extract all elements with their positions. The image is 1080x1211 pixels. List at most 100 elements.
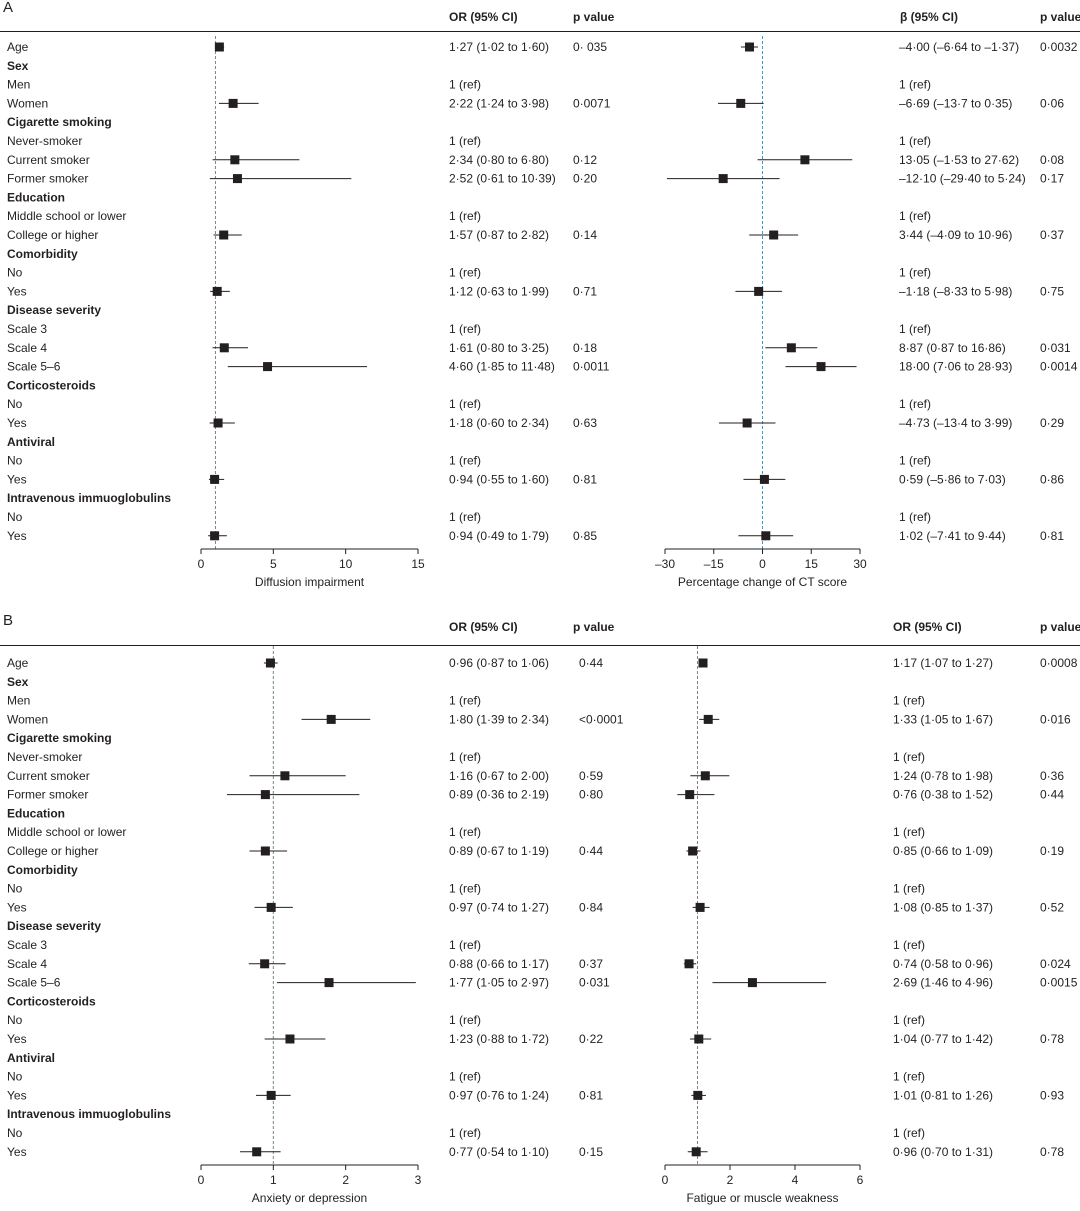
left-estimate-text: 0·89 (0·36 to 2·19) [449, 788, 549, 802]
left-axis-title: Diffusion impairment [255, 575, 365, 589]
right-estimate-text: 1·17 (1·07 to 1·27) [893, 656, 993, 670]
right-estimate-text: –4·00 (–6·64 to –1·37) [899, 40, 1019, 54]
right-p-value: 0·78 [1040, 1032, 1064, 1046]
row-label: Yes [7, 284, 27, 298]
header-left-p: p value [573, 10, 615, 24]
left-p-value: 0·63 [573, 416, 597, 430]
forest-plot-b: Age 0·96 (0·87 to 1·06) 0·44 1·17 (1·07 to … [7, 646, 1078, 1205]
right-estimate-text: 1·33 (1·05 to 1·67) [893, 712, 993, 726]
tick-label: 0 [759, 557, 766, 571]
point-estimate [761, 531, 771, 541]
right-estimate-text: 0·96 (0·70 to 1·31) [893, 1145, 993, 1159]
point-estimate [210, 474, 220, 484]
point-estimate [747, 978, 757, 988]
group-heading: Comorbidity [7, 247, 78, 261]
left-p-value: 0·20 [573, 172, 597, 186]
point-estimate [688, 846, 698, 856]
left-estimate-text: 1 (ref) [449, 78, 481, 92]
point-estimate [260, 959, 270, 969]
right-estimate-text: 0·85 (0·66 to 1·09) [893, 844, 993, 858]
left-estimate-text: 0·96 (0·87 to 1·06) [449, 656, 549, 670]
row-label: Women [7, 712, 48, 726]
right-p-value: 0·0008 [1040, 656, 1078, 670]
left-estimate-text: 0·94 (0·55 to 1·60) [449, 472, 549, 486]
point-estimate [695, 902, 705, 912]
point-estimate [700, 771, 710, 781]
right-p-value: 0·0015 [1040, 976, 1078, 990]
group-heading: Antiviral [7, 1051, 55, 1065]
tick-label: 6 [857, 1173, 864, 1187]
left-estimate-text: 1·23 (0·88 to 1·72) [449, 1032, 549, 1046]
row-label: No [7, 1013, 23, 1027]
left-p-value: 0·85 [573, 529, 597, 543]
point-estimate [230, 155, 240, 165]
left-estimate-text: 0·77 (0·54 to 1·10) [449, 1145, 549, 1159]
group-heading: Corticosteroids [7, 994, 96, 1008]
left-estimate-text: 1·27 (1·02 to 1·60) [449, 40, 549, 54]
row-label: Current smoker [7, 153, 90, 167]
tick-label: 15 [805, 557, 819, 571]
forest-plot-a: Age 1·27 (1·02 to 1·60) 0· 035 –4·00 (–6·64… [7, 36, 1078, 589]
point-estimate [691, 1147, 701, 1157]
row-label: No [7, 397, 23, 411]
point-estimate [326, 714, 336, 724]
point-estimate [213, 418, 223, 428]
group-heading: Comorbidity [7, 863, 78, 877]
header-left-p: p value [573, 620, 615, 634]
right-estimate-text: 1·24 (0·78 to 1·98) [893, 769, 993, 783]
panel-letter: A [3, 0, 14, 16]
point-estimate [219, 230, 229, 240]
left-p-value: 0·0071 [573, 96, 611, 110]
left-p-value: 0·80 [579, 788, 603, 802]
right-estimate-text: 1 (ref) [893, 825, 925, 839]
left-p-value: 0·71 [573, 284, 597, 298]
left-estimate-text: 1 (ref) [449, 134, 481, 148]
tick-label: 5 [270, 557, 277, 571]
row-label: Yes [7, 416, 27, 430]
header-right-p: p value [1040, 10, 1080, 24]
point-estimate [232, 174, 242, 184]
tick-label: 1 [270, 1173, 277, 1187]
right-estimate-text: 1 (ref) [899, 322, 931, 336]
point-estimate [266, 1090, 276, 1100]
row-label: Age [7, 656, 29, 670]
left-estimate-text: 1 (ref) [449, 454, 481, 468]
right-estimate-text: –4·73 (–13·4 to 3·99) [899, 416, 1012, 430]
point-estimate [280, 771, 290, 781]
point-estimate [786, 343, 796, 353]
left-p-value: 0· 035 [573, 40, 607, 54]
point-estimate [210, 531, 220, 541]
row-label: Never-smoker [7, 134, 82, 148]
left-estimate-text: 2·22 (1·24 to 3·98) [449, 96, 549, 110]
right-estimate-text: 1 (ref) [899, 134, 931, 148]
left-estimate-text: 1·12 (0·63 to 1·99) [449, 284, 549, 298]
left-p-value: 0·22 [579, 1032, 603, 1046]
left-estimate-text: 1 (ref) [449, 510, 481, 524]
point-estimate [816, 362, 826, 372]
point-estimate [698, 658, 708, 668]
tick-label: 2 [342, 1173, 349, 1187]
right-p-value: 0·75 [1040, 284, 1064, 298]
group-heading: Antiviral [7, 435, 55, 449]
right-p-value: 0·06 [1040, 96, 1064, 110]
row-label: Yes [7, 1088, 27, 1102]
tick-label: 0 [198, 1173, 205, 1187]
left-estimate-text: 2·34 (0·80 to 6·80) [449, 153, 549, 167]
right-p-value: 0·78 [1040, 1145, 1064, 1159]
left-p-value: <0·0001 [579, 712, 624, 726]
right-p-value: 0·52 [1040, 900, 1064, 914]
point-estimate [265, 658, 275, 668]
point-estimate [800, 155, 810, 165]
right-estimate-text: 1 (ref) [899, 209, 931, 223]
left-estimate-text: 1 (ref) [449, 750, 481, 764]
right-estimate-text: 1·02 (–7·41 to 9·44) [899, 529, 1006, 543]
point-estimate [742, 418, 752, 428]
left-estimate-text: 1 (ref) [449, 694, 481, 708]
tick-label: 10 [339, 557, 353, 571]
row-label: No [7, 882, 23, 896]
left-estimate-text: 1 (ref) [449, 209, 481, 223]
panel-b: B OR (95% CI) p value OR (95% CI) p valu… [0, 610, 1080, 1211]
point-estimate [736, 98, 746, 108]
header-rule [0, 645, 1080, 646]
point-estimate [252, 1147, 262, 1157]
